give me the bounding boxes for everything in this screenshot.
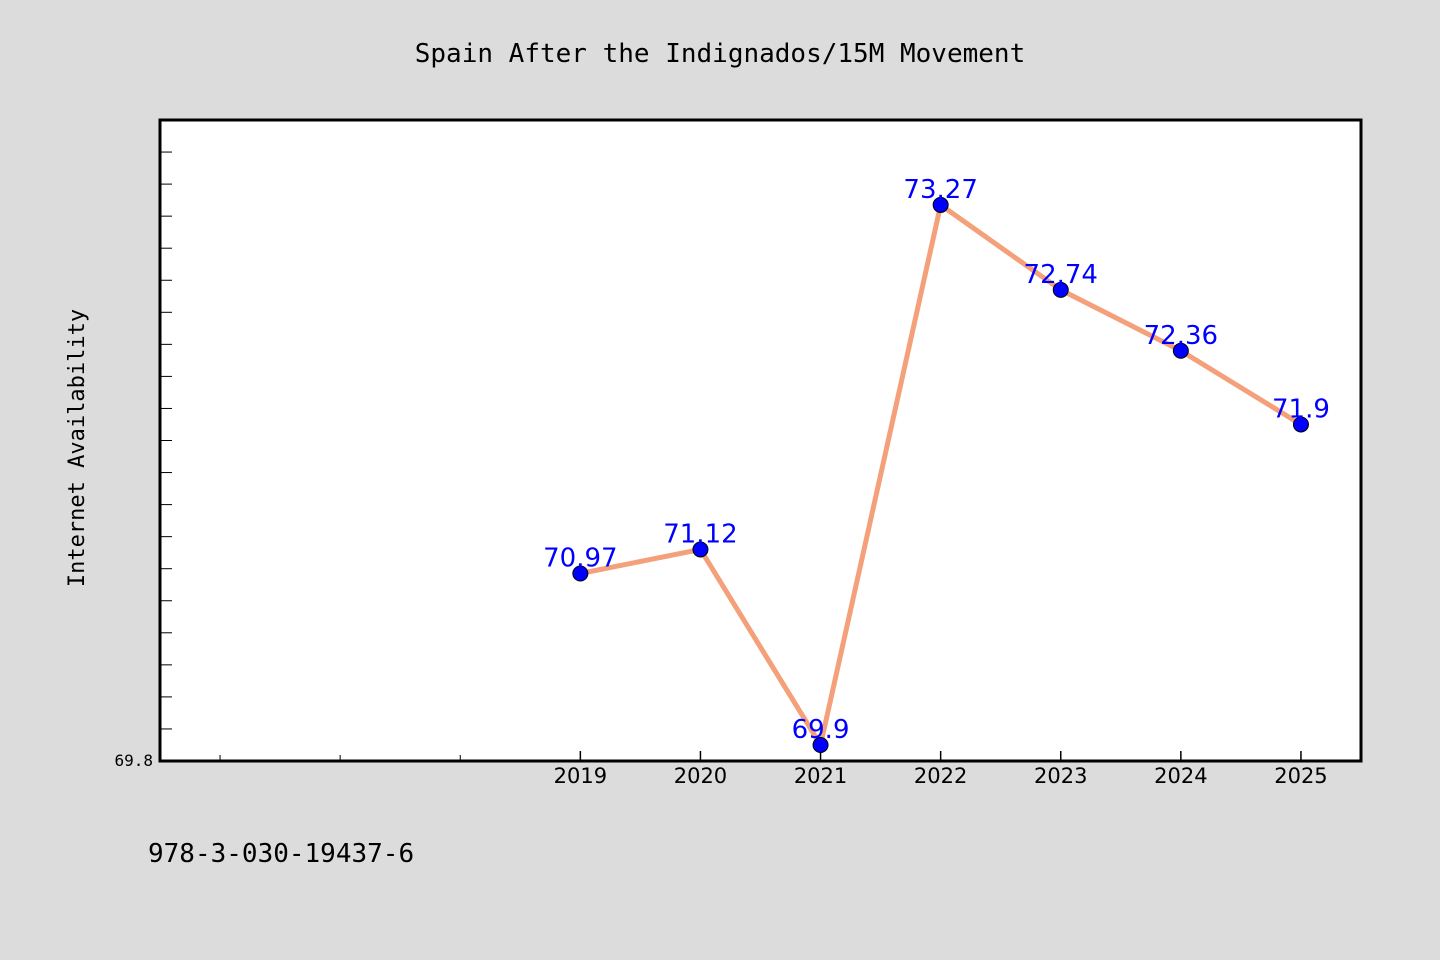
data-label: 71.12 (663, 519, 737, 549)
x-tick-label: 2024 (1154, 764, 1207, 788)
y-minor-ticks (160, 151, 172, 730)
x-tick-label: 2021 (794, 764, 847, 788)
x-tick-label: 2020 (674, 764, 727, 788)
plot-area (160, 120, 1361, 761)
plot-frame (158, 118, 1363, 763)
chart-title: Spain After the Indignados/15M Movement (415, 39, 1025, 69)
data-markers (572, 196, 1309, 753)
data-label: 73.27 (903, 175, 977, 205)
data-label: 69.9 (792, 715, 850, 745)
data-point (572, 565, 589, 582)
x-tick-label: 2023 (1034, 764, 1087, 788)
data-labels: 70.97 71.12 69.9 73.27 72.74 72.36 71.9 (543, 175, 1330, 745)
data-point (1292, 416, 1309, 433)
footer-text: 978-3-030-19437-6 (148, 839, 414, 869)
x-tick-label: 2019 (554, 764, 607, 788)
data-point (692, 541, 709, 558)
data-label: 72.74 (1024, 260, 1098, 290)
y-tick-label: 69.8 (114, 751, 153, 770)
x-tick-label: 2022 (914, 764, 967, 788)
data-point (1172, 342, 1189, 359)
data-point (812, 736, 829, 753)
data-point (1052, 281, 1069, 298)
x-tick-label: 2025 (1274, 764, 1327, 788)
data-point (932, 196, 949, 213)
data-label: 70.97 (543, 544, 617, 574)
x-tick-labels: 2019 2020 2021 2022 2023 2024 2025 (554, 764, 1328, 788)
y-axis-label: Internet Availability (65, 309, 90, 587)
data-label: 71.9 (1272, 394, 1330, 424)
data-label: 72.36 (1144, 321, 1218, 351)
